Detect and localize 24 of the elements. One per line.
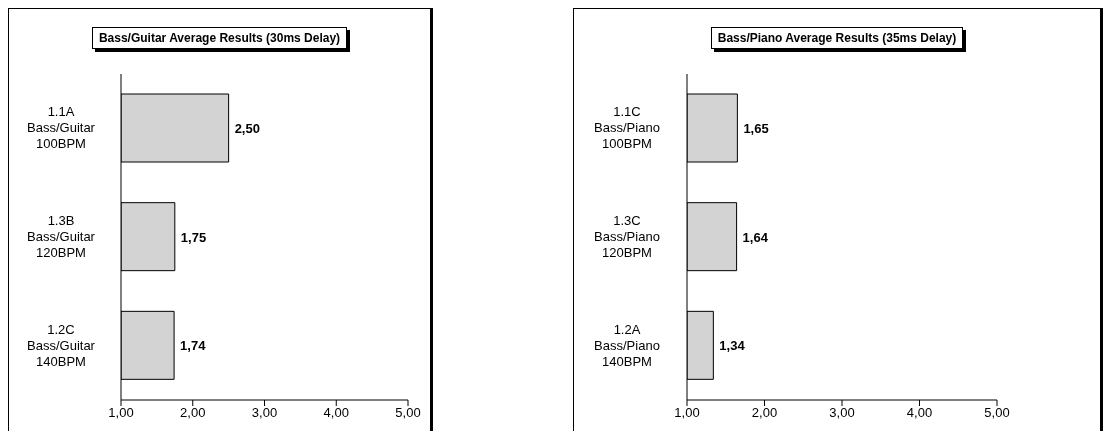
y-tick-label: 1.1A Bass/Guitar 100BPM xyxy=(27,104,96,152)
x-tick-label: 4,00 xyxy=(906,405,933,421)
x-tick-label: 2,00 xyxy=(180,405,206,421)
data-label: 1,64 xyxy=(742,229,769,245)
x-tick-label: 2,00 xyxy=(751,405,778,421)
x-tick-label: 1,00 xyxy=(674,405,700,421)
y-tick-label: 1.3C Bass/Piano 120BPM xyxy=(594,213,660,260)
x-tick-label: 3,00 xyxy=(829,405,855,421)
chart-title: Bass/Piano Average Results (35ms Delay) xyxy=(710,27,964,49)
y-tick-label: 1.2C Bass/Guitar 140BPM xyxy=(27,321,96,369)
x-tick-label: 4,00 xyxy=(323,405,349,421)
data-label: 1,74 xyxy=(180,338,207,354)
chart-title: Bass/Guitar Average Results (30ms Delay) xyxy=(91,27,348,49)
x-tick-label: 1,00 xyxy=(108,405,134,421)
x-tick-label: 5,00 xyxy=(984,405,1010,421)
data-label: 1,34 xyxy=(719,338,746,354)
y-tick-label: 1.1C Bass/Piano 100BPM xyxy=(594,104,660,152)
data-label: 1,75 xyxy=(180,229,207,245)
data-label: 1,65 xyxy=(743,121,769,136)
data-label: 2,50 xyxy=(234,121,260,136)
y-tick-label: 1.3B Bass/Guitar 120BPM xyxy=(27,213,96,260)
y-tick-label: 1.2A Bass/Piano 140BPM xyxy=(594,321,660,369)
x-tick-label: 3,00 xyxy=(251,405,278,421)
x-tick-label: 5,00 xyxy=(395,405,421,421)
